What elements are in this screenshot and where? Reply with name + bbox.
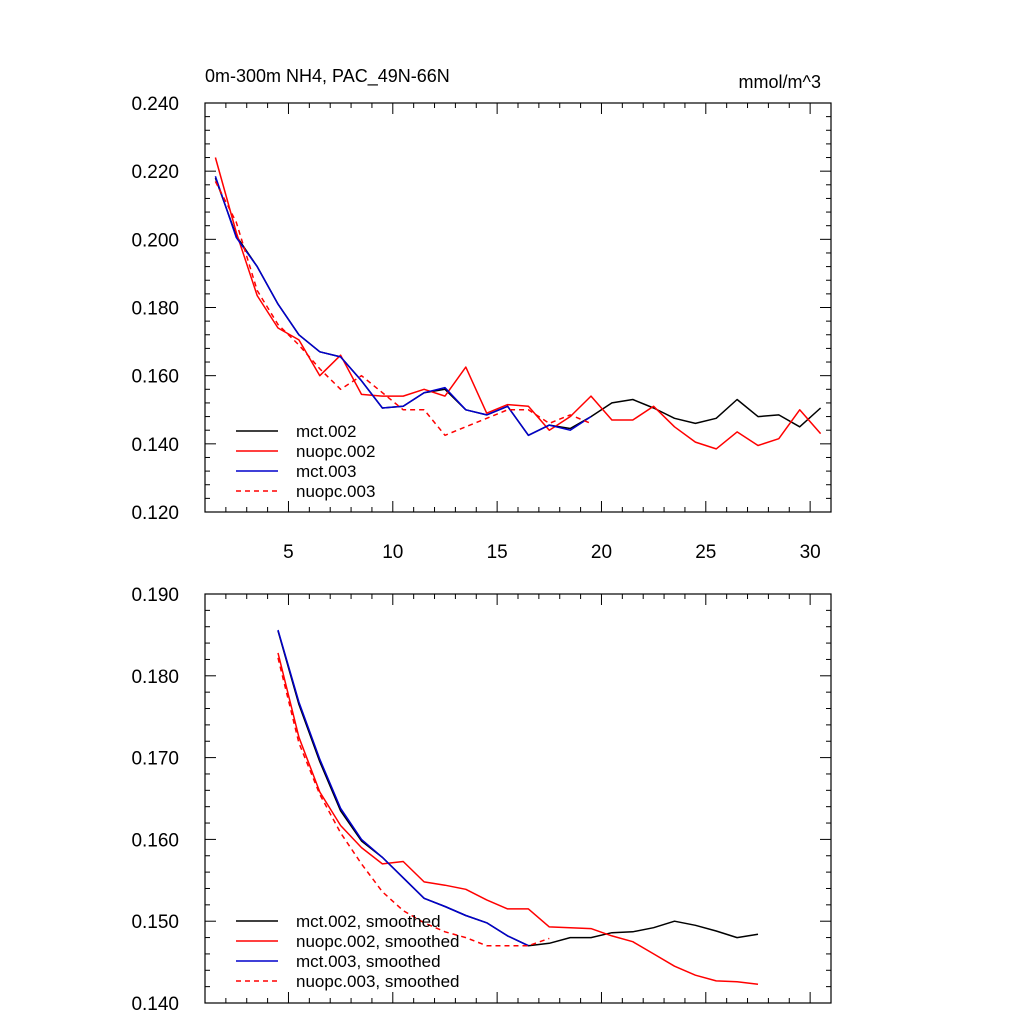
series-line-3: [277, 657, 550, 947]
legend-label: mct.003, smoothed: [296, 952, 441, 971]
legend-label: nuopc.003, smoothed: [296, 972, 460, 991]
x-tick-label: 25: [695, 542, 716, 563]
y-tick-label: 0.160: [131, 830, 179, 851]
legend-label: nuopc.002: [296, 442, 375, 461]
x-tick-label: 30: [800, 542, 821, 563]
series-line-0: [214, 177, 822, 437]
legend-label: nuopc.002, smoothed: [296, 932, 460, 951]
series-line-1: [277, 652, 759, 985]
bottom-panel: 0.140 0.150 0.160 0.170 0.180 0.190 mct.002, s…: [131, 585, 832, 1015]
top-panel: 0.120 0.140 0.160 0.180 0.200 0.220 0.240 5 10 15…: [131, 66, 832, 563]
y-tick-label: 0.140: [131, 994, 179, 1015]
legend-label: mct.002, smoothed: [296, 912, 441, 931]
y-tick-label: 0.180: [131, 299, 179, 320]
series-line-3: [214, 181, 592, 437]
y-tick-label: 0.240: [131, 94, 179, 115]
x-tick-label: 20: [591, 542, 612, 563]
y-tick-label: 0.180: [131, 667, 179, 688]
x-tick-label: 15: [487, 542, 508, 563]
y-tick-label: 0.190: [131, 585, 179, 606]
y-tick-label: 0.160: [131, 367, 179, 388]
y-tick-label: 0.170: [131, 749, 179, 770]
series-line-2: [277, 629, 529, 947]
series-line-2: [214, 176, 592, 437]
legend-label: nuopc.003: [296, 482, 375, 501]
units-label: mmol/m^3: [739, 72, 821, 92]
x-tick-label: 10: [382, 542, 403, 563]
series-line-1: [214, 157, 822, 450]
y-tick-label: 0.140: [131, 435, 179, 456]
legend-label: mct.003: [296, 462, 356, 481]
series-line-0: [277, 630, 759, 947]
y-tick-label: 0.120: [131, 503, 179, 524]
y-tick-label: 0.200: [131, 230, 179, 251]
legend-label: mct.002: [296, 422, 356, 441]
y-tick-label: 0.220: [131, 162, 179, 183]
x-tick-label: 5: [283, 542, 294, 563]
chart-title: 0m-300m NH4, PAC_49N-66N: [205, 66, 450, 87]
y-tick-label: 0.150: [131, 912, 179, 933]
